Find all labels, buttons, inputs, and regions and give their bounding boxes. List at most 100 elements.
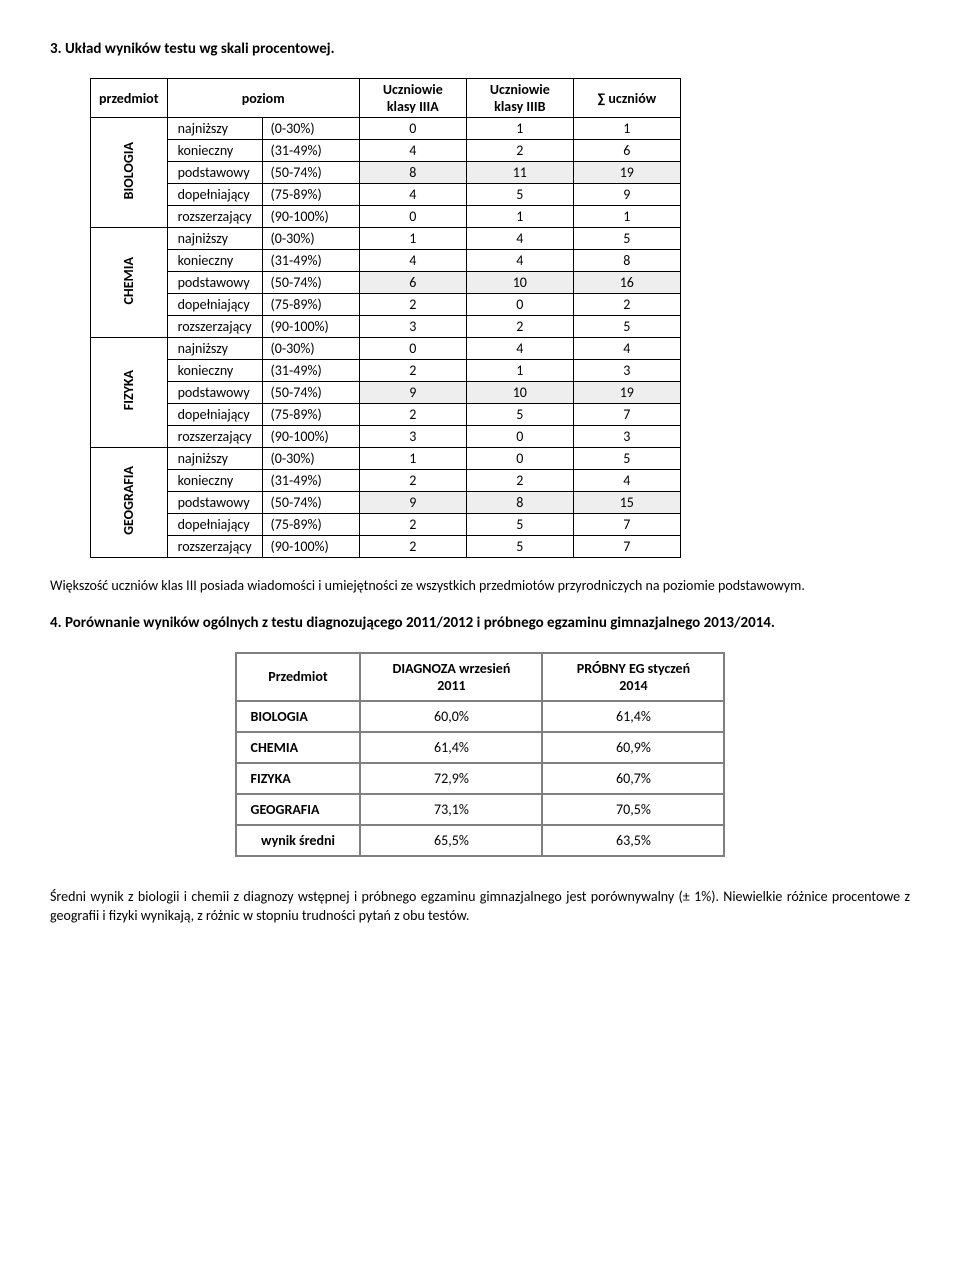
value-cell: 2 bbox=[573, 294, 680, 316]
value-cell: 4 bbox=[466, 250, 573, 272]
t2-value-cell: 73,1% bbox=[360, 794, 542, 825]
range-cell: (90-100%) bbox=[262, 316, 359, 338]
t2-value-cell: 65,5% bbox=[360, 825, 542, 856]
value-cell: 5 bbox=[466, 514, 573, 536]
t2-label-cell: BIOLOGIA bbox=[236, 701, 361, 732]
t2-label-cell: wynik średni bbox=[236, 825, 361, 856]
level-cell: najniższy bbox=[167, 448, 262, 470]
range-cell: (50-74%) bbox=[262, 492, 359, 514]
subject-cell: GEOGRAFIA bbox=[91, 448, 168, 558]
value-cell: 9 bbox=[359, 492, 466, 514]
range-cell: (0-30%) bbox=[262, 118, 359, 140]
value-cell: 10 bbox=[466, 382, 573, 404]
range-cell: (50-74%) bbox=[262, 382, 359, 404]
t2-th-przedmiot: Przedmiot bbox=[236, 653, 361, 701]
range-cell: (0-30%) bbox=[262, 228, 359, 250]
value-cell: 5 bbox=[573, 228, 680, 250]
value-cell: 4 bbox=[466, 228, 573, 250]
value-cell: 2 bbox=[359, 470, 466, 492]
range-cell: (90-100%) bbox=[262, 426, 359, 448]
t2-value-cell: 63,5% bbox=[542, 825, 724, 856]
value-cell: 4 bbox=[466, 338, 573, 360]
level-cell: podstawowy bbox=[167, 382, 262, 404]
value-cell: 4 bbox=[573, 470, 680, 492]
t2-th-diag: DIAGNOZA wrzesień 2011 bbox=[360, 653, 542, 701]
value-cell: 2 bbox=[359, 404, 466, 426]
value-cell: 2 bbox=[359, 514, 466, 536]
subject-cell: BIOLOGIA bbox=[91, 118, 168, 228]
paragraph-summary-1: Większość uczniów klas III posiada wiado… bbox=[50, 576, 910, 596]
level-cell: dopełniający bbox=[167, 184, 262, 206]
level-cell: konieczny bbox=[167, 140, 262, 162]
value-cell: 1 bbox=[359, 228, 466, 250]
value-cell: 5 bbox=[573, 316, 680, 338]
t2-value-cell: 70,5% bbox=[542, 794, 724, 825]
t2-value-cell: 60,7% bbox=[542, 763, 724, 794]
level-cell: dopełniający bbox=[167, 294, 262, 316]
th-col-b: Uczniowie klasy IIIB bbox=[466, 79, 573, 118]
value-cell: 16 bbox=[573, 272, 680, 294]
value-cell: 4 bbox=[359, 250, 466, 272]
value-cell: 1 bbox=[466, 206, 573, 228]
subject-cell: FIZYKA bbox=[91, 338, 168, 448]
t2-value-cell: 61,4% bbox=[360, 732, 542, 763]
level-cell: podstawowy bbox=[167, 492, 262, 514]
value-cell: 4 bbox=[359, 140, 466, 162]
subject-cell: CHEMIA bbox=[91, 228, 168, 338]
range-cell: (75-89%) bbox=[262, 514, 359, 536]
range-cell: (50-74%) bbox=[262, 272, 359, 294]
value-cell: 2 bbox=[359, 360, 466, 382]
value-cell: 4 bbox=[573, 338, 680, 360]
level-cell: rozszerzający bbox=[167, 536, 262, 558]
section-4-heading: 4. Porównanie wyników ogólnych z testu d… bbox=[50, 614, 910, 632]
t2-label-cell: FIZYKA bbox=[236, 763, 361, 794]
value-cell: 0 bbox=[359, 118, 466, 140]
range-cell: (90-100%) bbox=[262, 206, 359, 228]
level-cell: konieczny bbox=[167, 250, 262, 272]
value-cell: 1 bbox=[573, 118, 680, 140]
value-cell: 0 bbox=[359, 338, 466, 360]
th-col-a: Uczniowie klasy IIIA bbox=[359, 79, 466, 118]
level-cell: rozszerzający bbox=[167, 206, 262, 228]
value-cell: 5 bbox=[573, 448, 680, 470]
value-cell: 2 bbox=[466, 140, 573, 162]
value-cell: 8 bbox=[466, 492, 573, 514]
value-cell: 1 bbox=[359, 448, 466, 470]
level-cell: najniższy bbox=[167, 228, 262, 250]
range-cell: (0-30%) bbox=[262, 448, 359, 470]
level-cell: rozszerzający bbox=[167, 426, 262, 448]
range-cell: (31-49%) bbox=[262, 140, 359, 162]
value-cell: 1 bbox=[466, 360, 573, 382]
section-3-heading: 3. Układ wyników testu wg skali procento… bbox=[50, 40, 910, 58]
level-cell: najniższy bbox=[167, 118, 262, 140]
range-cell: (75-89%) bbox=[262, 294, 359, 316]
th-col-sum: ∑ uczniów bbox=[573, 79, 680, 118]
comparison-table: Przedmiot DIAGNOZA wrzesień 2011 PRÓBNY … bbox=[235, 652, 726, 857]
value-cell: 2 bbox=[466, 316, 573, 338]
value-cell: 7 bbox=[573, 536, 680, 558]
value-cell: 6 bbox=[359, 272, 466, 294]
value-cell: 6 bbox=[573, 140, 680, 162]
value-cell: 3 bbox=[573, 426, 680, 448]
t2-th-prob: PRÓBNY EG styczeń 2014 bbox=[542, 653, 724, 701]
value-cell: 9 bbox=[359, 382, 466, 404]
th-przedmiot: przedmiot bbox=[91, 79, 168, 118]
level-cell: najniższy bbox=[167, 338, 262, 360]
range-cell: (50-74%) bbox=[262, 162, 359, 184]
level-cell: konieczny bbox=[167, 360, 262, 382]
value-cell: 2 bbox=[359, 294, 466, 316]
value-cell: 5 bbox=[466, 404, 573, 426]
results-table: przedmiot poziom Uczniowie klasy IIIA Uc… bbox=[90, 78, 681, 558]
t2-value-cell: 61,4% bbox=[542, 701, 724, 732]
value-cell: 8 bbox=[573, 250, 680, 272]
value-cell: 5 bbox=[466, 184, 573, 206]
range-cell: (0-30%) bbox=[262, 338, 359, 360]
value-cell: 3 bbox=[573, 360, 680, 382]
range-cell: (31-49%) bbox=[262, 470, 359, 492]
level-cell: podstawowy bbox=[167, 272, 262, 294]
value-cell: 11 bbox=[466, 162, 573, 184]
value-cell: 8 bbox=[359, 162, 466, 184]
t2-value-cell: 60,0% bbox=[360, 701, 542, 732]
value-cell: 3 bbox=[359, 426, 466, 448]
range-cell: (90-100%) bbox=[262, 536, 359, 558]
